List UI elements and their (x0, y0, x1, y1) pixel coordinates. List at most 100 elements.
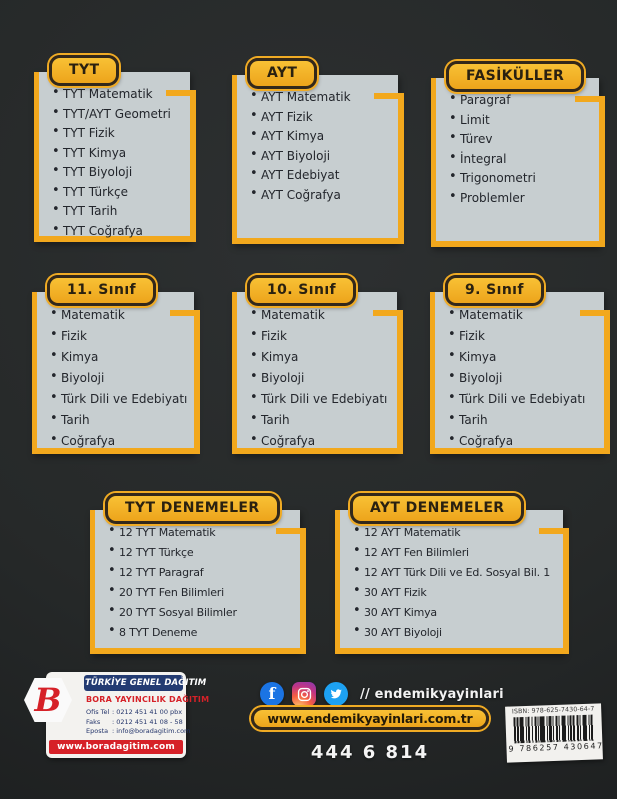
list-item-label: 30 AYT Fizik (364, 586, 427, 599)
bullet-icon (50, 389, 61, 410)
list-item: Matematik (448, 305, 598, 326)
list-item: TYT Coğrafya (52, 222, 184, 242)
section-title: 10. Sınıf (267, 282, 337, 298)
list-item-label: Trigonometri (460, 171, 536, 185)
bullet-icon (50, 347, 61, 368)
bullet-icon (250, 166, 261, 186)
bullet-icon (250, 88, 261, 108)
bullet-icon (353, 603, 364, 623)
list-item: Coğrafya (448, 431, 598, 452)
contact-label: Faks (86, 717, 101, 726)
list-item: Türk Dili ve Edebiyatı (50, 389, 188, 410)
list-item: AYT Biyoloji (250, 147, 392, 167)
section-panel-grade-10: 10. Sınıf Matematik Fizik Kimya Biyoloji Tür… (232, 275, 403, 454)
list-item-label: TYT Tarih (63, 204, 118, 218)
list-item-label: Biyoloji (61, 371, 105, 385)
list-item: 12 AYT Türk Dili ve Ed. Sosyal Bil. 1 (353, 563, 557, 583)
section-panel-ayt: AYT AYT Matematik AYT Fizik AYT Kimya AYT B… (232, 58, 404, 244)
list-item: Trigonometri (449, 169, 593, 189)
list-item: Problemler (449, 189, 593, 209)
list-item-label: AYT Coğrafya (261, 187, 341, 202)
list-item: AYT Matematik (250, 88, 392, 108)
barcode-bars (513, 714, 595, 744)
section-tab-fasikuller: FASİKÜLLER (446, 61, 585, 92)
contact-row: Faks 0212 451 41 08 - 58 (86, 718, 186, 728)
bullet-icon (52, 202, 63, 222)
section-panel-fasikuller: FASİKÜLLER Paragraf Limit Türev İntegral Tri… (431, 61, 605, 247)
phone-number: 444 6 814 (310, 742, 430, 763)
list-item-label: AYT Kimya (261, 129, 325, 143)
list-item-label: Tarih (61, 413, 90, 427)
bullet-icon (449, 189, 460, 209)
bullet-icon (50, 326, 61, 347)
bullet-icon (448, 431, 459, 452)
list-item: 30 AYT Biyoloji (353, 623, 557, 643)
list-item: TYT/AYT Geometri (52, 105, 184, 125)
contact-row: Epostainfo@boradagitim.com (86, 727, 190, 737)
section-title: AYT (267, 65, 298, 81)
bullet-icon (50, 431, 61, 452)
bullet-icon (250, 368, 261, 389)
list-item-label: Fizik (459, 329, 485, 343)
bullet-icon (50, 410, 61, 431)
list-item-label: Coğrafya (261, 434, 316, 448)
contact-row: Ofis Tel0212 451 41 00 pbx (86, 708, 186, 718)
list-item-label: AYT Matematik (261, 90, 351, 104)
list-item-label: TYT Matematik (63, 87, 153, 101)
list-item: 12 AYT Matematik (353, 523, 557, 543)
list-item: Türk Dili ve Edebiyatı (448, 389, 598, 410)
list-item: Kimya (50, 347, 188, 368)
bullet-icon (250, 326, 261, 347)
bullet-icon (449, 91, 460, 111)
list-item: Tarih (50, 410, 188, 431)
grade-11-book-list: Matematik Fizik Kimya Biyoloji Türk Dili ve … (37, 292, 194, 452)
list-item: 30 AYT Fizik (353, 583, 557, 603)
bullet-icon (250, 431, 261, 452)
bullet-icon (449, 111, 460, 131)
bullet-icon (52, 183, 63, 203)
list-item-label: Kimya (459, 350, 497, 364)
list-item-label: Limit (460, 112, 490, 127)
bullet-icon (449, 169, 460, 189)
grade-9-book-list: Matematik Fizik Kimya Biyoloji Türk Dili ve … (435, 292, 604, 452)
list-item-label: 12 TYT Türkçe (119, 546, 194, 559)
distributor-block: TÜRKİYE GENEL DAĞITIM BORA YAYINCILIK DA… (24, 670, 209, 758)
list-item: TYT Türkçe (52, 183, 184, 203)
contact-label: Ofis Tel (86, 708, 110, 716)
bullet-icon (108, 543, 119, 563)
list-item-label: 8 TYT Deneme (119, 626, 198, 639)
bullet-icon (448, 368, 459, 389)
bullet-icon (250, 410, 261, 431)
list-item: Paragraf (449, 91, 593, 111)
bullet-icon (448, 347, 459, 368)
list-item-label: TYT Fizik (63, 126, 115, 140)
section-title: 11. Sınıf (67, 282, 137, 298)
list-item-label: TYT/AYT Geometri (63, 106, 171, 121)
grade-10-book-list: Matematik Fizik Kimya Biyoloji Türk Dili ve … (237, 292, 397, 452)
list-item: Coğrafya (250, 431, 391, 452)
tyt-denemeler-list: 12 TYT Matematik 12 TYT Türkçe 12 TYT Para… (95, 510, 300, 643)
bora-logo: B (24, 678, 72, 722)
list-item-label: Matematik (61, 308, 125, 322)
bora-logo-letter: B (34, 681, 62, 719)
list-item: Biyoloji (448, 368, 598, 389)
bullet-icon (250, 389, 261, 410)
list-item: Fizik (448, 326, 598, 347)
list-item: 12 TYT Paragraf (108, 563, 294, 583)
list-item: İntegral (449, 150, 593, 170)
bullet-icon (108, 563, 119, 583)
list-item: 30 AYT Kimya (353, 603, 557, 623)
bullet-icon (250, 186, 261, 206)
list-item: Limit (449, 111, 593, 131)
bullet-icon (108, 523, 119, 543)
list-item: AYT Kimya (250, 127, 392, 147)
list-item-label: Kimya (61, 350, 99, 364)
bullet-icon (353, 543, 364, 563)
list-item: Tarih (250, 410, 391, 431)
facebook-icon: f (260, 682, 284, 706)
list-item-label: Paragraf (460, 93, 511, 107)
list-item-label: Türk Dili ve Edebiyatı (61, 392, 188, 406)
tyt-book-list: TYT Matematik TYT/AYT Geometri TYT Fizik TY… (39, 72, 190, 241)
list-item-label: Fizik (61, 329, 87, 343)
distributor-contacts: Ofis Tel0212 451 41 00 pbx Faks 0212 451 … (86, 708, 190, 737)
